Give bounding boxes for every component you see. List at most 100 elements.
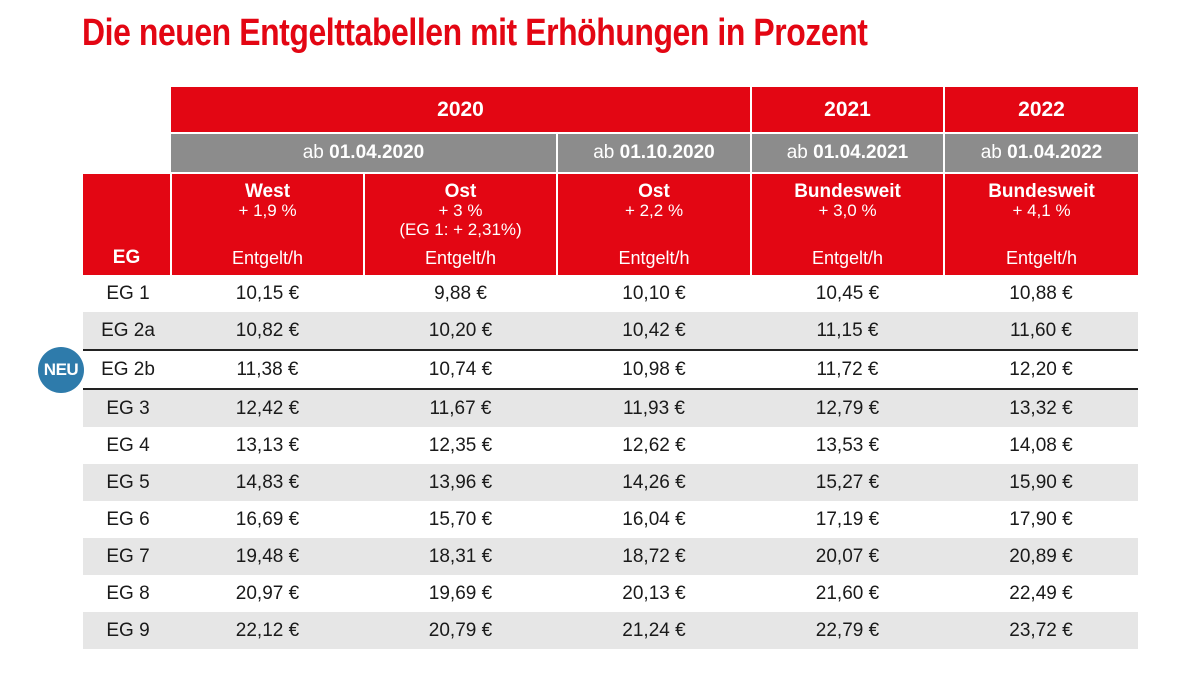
column-region: Bundesweit [794, 181, 901, 202]
date-value: 01.10.2020 [619, 142, 715, 163]
wage-cell: 13,13 € [235, 434, 300, 456]
wage-cell: 9,88 € [434, 282, 487, 304]
wage-cell: 22,49 € [1009, 582, 1073, 604]
wage-cell: 10,10 € [622, 282, 686, 304]
wage-cell: 19,69 € [428, 582, 493, 604]
date-header-4: ab 01.04.2022 [943, 132, 1138, 173]
wage-cell: 13,96 € [364, 464, 557, 501]
wage-cell: 20,97 € [235, 582, 300, 604]
page-title: Die neuen Entgelttabellen mit Erhöhungen… [82, 12, 868, 54]
wage-cell: 10,82 € [171, 312, 364, 350]
year-2022: 2022 [943, 87, 1138, 133]
wage-cell: 20,79 € [364, 612, 557, 649]
wage-cell: 11,93 € [557, 389, 751, 427]
wage-cell: 10,42 € [557, 312, 751, 350]
wage-cell: 22,79 € [751, 612, 944, 649]
wage-cell: 21,24 € [557, 612, 751, 649]
wage-cell: 14,08 € [1009, 434, 1073, 456]
wage-cell: 12,35 € [428, 434, 493, 456]
year-header-row: 2020 2021 2022 [83, 87, 1138, 133]
eg-cell: EG 8 [106, 582, 150, 604]
date-prefix: ab [593, 142, 615, 163]
column-increase: + 3,0 % [818, 201, 877, 220]
table-body: EG 1 10,15 €9,88 €10,10 €10,45 €10,88 € EG… [83, 275, 1138, 649]
wage-cell: 18,31 € [364, 538, 557, 575]
table-row: EG 8 20,97 € 19,69 € 20,13 € 21,60 € 22,49 € [83, 575, 1138, 612]
wage-cell: 13,53 € [815, 434, 880, 456]
wage-cell: 12,42 € [171, 389, 364, 427]
table-row: EG 5 14,83 €13,96 €14,26 €15,27 €15,90 € [83, 464, 1138, 501]
wage-cell: 17,19 € [815, 508, 880, 530]
date-value: 01.04.2021 [813, 142, 909, 163]
eg-cell: EG 1 [106, 282, 150, 304]
column-increase: + 2,2 % [624, 201, 684, 220]
wage-cell: 11,38 € [171, 349, 364, 390]
column-unit: Entgelt/h [1005, 248, 1078, 268]
wage-cell: 11,60 € [944, 312, 1138, 350]
column-region: Ost [444, 181, 477, 202]
table-row: EG 2a 10,82 €10,20 €10,42 €11,15 €11,60 € [83, 312, 1138, 350]
date-header-row: ab 01.04.2020 ab 01.10.2020 ab 01.04.202… [83, 132, 1138, 173]
wage-cell: 10,88 € [1009, 282, 1073, 304]
column-header-bundesweit-2022: Bundesweit + 4,1 % Entgelt/h [943, 172, 1138, 275]
wage-cell: 11,15 € [751, 312, 944, 350]
date-value: 01.04.2020 [329, 142, 425, 163]
eg-cell: EG 5 [83, 464, 171, 501]
wage-table: 2020 2021 2022 ab 01.04.2020 ab 01.10.20… [83, 87, 1138, 649]
wage-cell: 11,67 € [364, 389, 557, 427]
wage-cell: 14,83 € [171, 464, 364, 501]
column-increase: + 3 % [438, 201, 483, 220]
wage-cell: 11,72 € [751, 349, 944, 390]
date-header-2: ab 01.10.2020 [556, 132, 751, 173]
wage-cell: 20,13 € [622, 582, 686, 604]
eg-cell: EG 6 [106, 508, 150, 530]
wage-cell: 23,72 € [944, 612, 1138, 649]
wage-cell: 12,20 € [944, 349, 1138, 390]
wage-cell: 14,26 € [557, 464, 751, 501]
column-header-ost-2020-04: Ost + 3 % (EG 1: + 2,31%) Entgelt/h [363, 172, 557, 275]
table-row: EG 3 12,42 €11,67 €11,93 €12,79 €13,32 € [83, 389, 1138, 427]
table-row: EG 6 16,69 € 15,70 € 16,04 € 17,19 € 17,90 € [83, 501, 1138, 538]
eg-cell: EG 4 [106, 434, 150, 456]
year-2020: 2020 [171, 87, 751, 133]
date-value: 01.04.2022 [1007, 142, 1103, 163]
wage-cell: 13,32 € [944, 389, 1138, 427]
date-prefix: ab [786, 142, 808, 163]
wage-cell: 10,98 € [557, 349, 751, 390]
column-unit: Entgelt/h [231, 248, 304, 268]
wage-cell: 10,45 € [815, 282, 880, 304]
wage-cell: 20,89 € [944, 538, 1138, 575]
wage-cell: 18,72 € [557, 538, 751, 575]
column-note: (EG 1: + 2,31%) [399, 220, 522, 239]
column-region: Bundesweit [988, 181, 1095, 202]
column-unit: Entgelt/h [424, 248, 497, 268]
column-unit: Entgelt/h [618, 248, 690, 268]
wage-cell: 15,27 € [751, 464, 944, 501]
column-increase: + 4,1 % [1012, 201, 1071, 220]
column-region: Ost [638, 181, 670, 202]
date-header-3: ab 01.04.2021 [750, 132, 944, 173]
table-row: EG 7 19,48 €18,31 €18,72 €20,07 €20,89 € [83, 538, 1138, 575]
wage-cell: 20,07 € [751, 538, 944, 575]
table-row: EG 4 13,13 € 12,35 € 12,62 € 13,53 € 14,08 € [83, 427, 1138, 464]
corner-blank-2 [83, 133, 171, 173]
wage-cell: 17,90 € [1009, 508, 1073, 530]
column-header-west-2020: West + 1,9 % Entgelt/h [170, 172, 364, 275]
eg-cell: EG 9 [83, 612, 171, 649]
table-row: EG 9 22,12 €20,79 €21,24 €22,79 €23,72 € [83, 612, 1138, 649]
wage-cell: 16,04 € [622, 508, 686, 530]
corner-blank [83, 87, 171, 133]
year-2021: 2021 [750, 87, 944, 133]
wage-cell: 10,74 € [364, 349, 557, 390]
date-header-1: ab 01.04.2020 [171, 132, 557, 173]
eg-column-header: EG [83, 172, 171, 275]
wage-cell: 19,48 € [171, 538, 364, 575]
wage-cell: 21,60 € [815, 582, 880, 604]
wage-cell: 15,90 € [944, 464, 1138, 501]
column-increase: + 1,9 % [238, 201, 297, 220]
column-unit: Entgelt/h [811, 248, 884, 268]
wage-cell: 22,12 € [171, 612, 364, 649]
eg-cell: EG 3 [83, 389, 171, 427]
table-row: EG 1 10,15 € 9,88 € 10,10 € 10,45 € 10,88 € [83, 275, 1138, 312]
column-region: West [244, 181, 291, 202]
